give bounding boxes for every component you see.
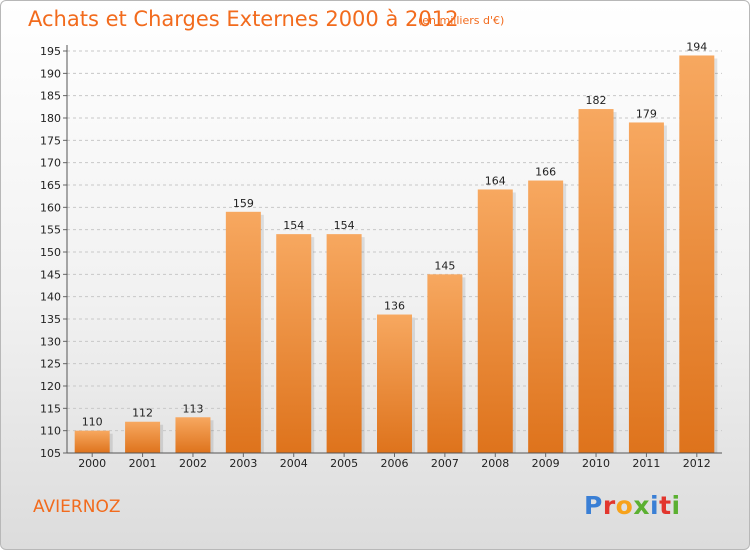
y-tick-label: 115: [40, 402, 61, 415]
x-tick-label: 2003: [229, 457, 257, 470]
value-label: 154: [334, 219, 355, 232]
value-label: 164: [485, 174, 506, 187]
bar: [528, 180, 564, 454]
y-tick-label: 120: [40, 380, 61, 393]
value-label: 136: [384, 300, 405, 313]
y-tick-label: 195: [40, 45, 61, 58]
value-label: 179: [636, 107, 657, 120]
y-tick-label: 155: [40, 224, 61, 237]
y-tick-label: 165: [40, 179, 61, 192]
bar: [679, 55, 715, 453]
x-tick-label: 2010: [582, 457, 610, 470]
value-label: 194: [686, 40, 707, 53]
logo-letter: i: [650, 491, 660, 520]
y-tick-label: 160: [40, 201, 61, 214]
y-tick-label: 135: [40, 313, 61, 326]
x-tick-label: 2000: [78, 457, 106, 470]
y-tick-label: 130: [40, 335, 61, 348]
labels: 105 110 115 120 125 130 135 140 145 150 155 160 165 1…: [40, 40, 711, 470]
bar: [276, 234, 312, 453]
bar: [628, 122, 664, 453]
value-label: 110: [82, 416, 103, 429]
y-tick-label: 175: [40, 134, 61, 147]
x-tick-label: 2012: [683, 457, 711, 470]
bar: [427, 274, 463, 453]
bar: [125, 421, 161, 453]
y-tick-label: 170: [40, 157, 61, 170]
x-tick-label: 2002: [179, 457, 207, 470]
x-tick-label: 2001: [129, 457, 157, 470]
x-tick-label: 2006: [381, 457, 409, 470]
chart-subtitle: (en milliers d'€): [418, 14, 505, 27]
bar: [578, 109, 614, 454]
value-label: 113: [182, 402, 203, 415]
value-label: 182: [586, 94, 607, 107]
x-tick-label: 2007: [431, 457, 459, 470]
logo-letter: o: [615, 491, 634, 520]
bars: [74, 55, 718, 454]
logo-letter: r: [602, 491, 616, 520]
bar: [477, 189, 513, 453]
y-tick-label: 145: [40, 268, 61, 281]
bar: [74, 430, 110, 453]
chart-title: Achats et Charges Externes 2000 à 2012: [28, 7, 459, 31]
bar: [225, 211, 261, 453]
x-tick-label: 2009: [532, 457, 560, 470]
bar: [377, 314, 412, 453]
logo-letter: P: [584, 491, 603, 520]
y-tick-label: 150: [40, 246, 61, 259]
value-label: 166: [535, 166, 556, 179]
y-tick-label: 105: [40, 447, 61, 460]
proxiti-logo: Proxiti: [584, 491, 681, 520]
axes: [63, 45, 722, 457]
bar: [326, 234, 362, 453]
value-label: 112: [132, 407, 153, 420]
grid-lines: [67, 50, 722, 432]
x-tick-label: 2011: [632, 457, 660, 470]
value-label: 154: [283, 219, 304, 232]
bar: [175, 417, 211, 453]
x-tick-label: 2008: [481, 457, 509, 470]
y-tick-label: 180: [40, 112, 61, 125]
y-tick-label: 125: [40, 358, 61, 371]
y-tick-label: 190: [40, 67, 61, 80]
value-label: 159: [233, 197, 254, 210]
commune-name: AVIERNOZ: [33, 497, 121, 517]
y-tick-label: 110: [40, 425, 61, 438]
x-tick-label: 2004: [280, 457, 308, 470]
value-label: 145: [434, 259, 455, 272]
logo-letter: x: [633, 491, 650, 520]
y-tick-label: 140: [40, 291, 61, 304]
x-tick-label: 2005: [330, 457, 358, 470]
y-tick-label: 185: [40, 90, 61, 103]
logo-letter: i: [671, 491, 681, 520]
logo-letter: t: [659, 491, 672, 520]
